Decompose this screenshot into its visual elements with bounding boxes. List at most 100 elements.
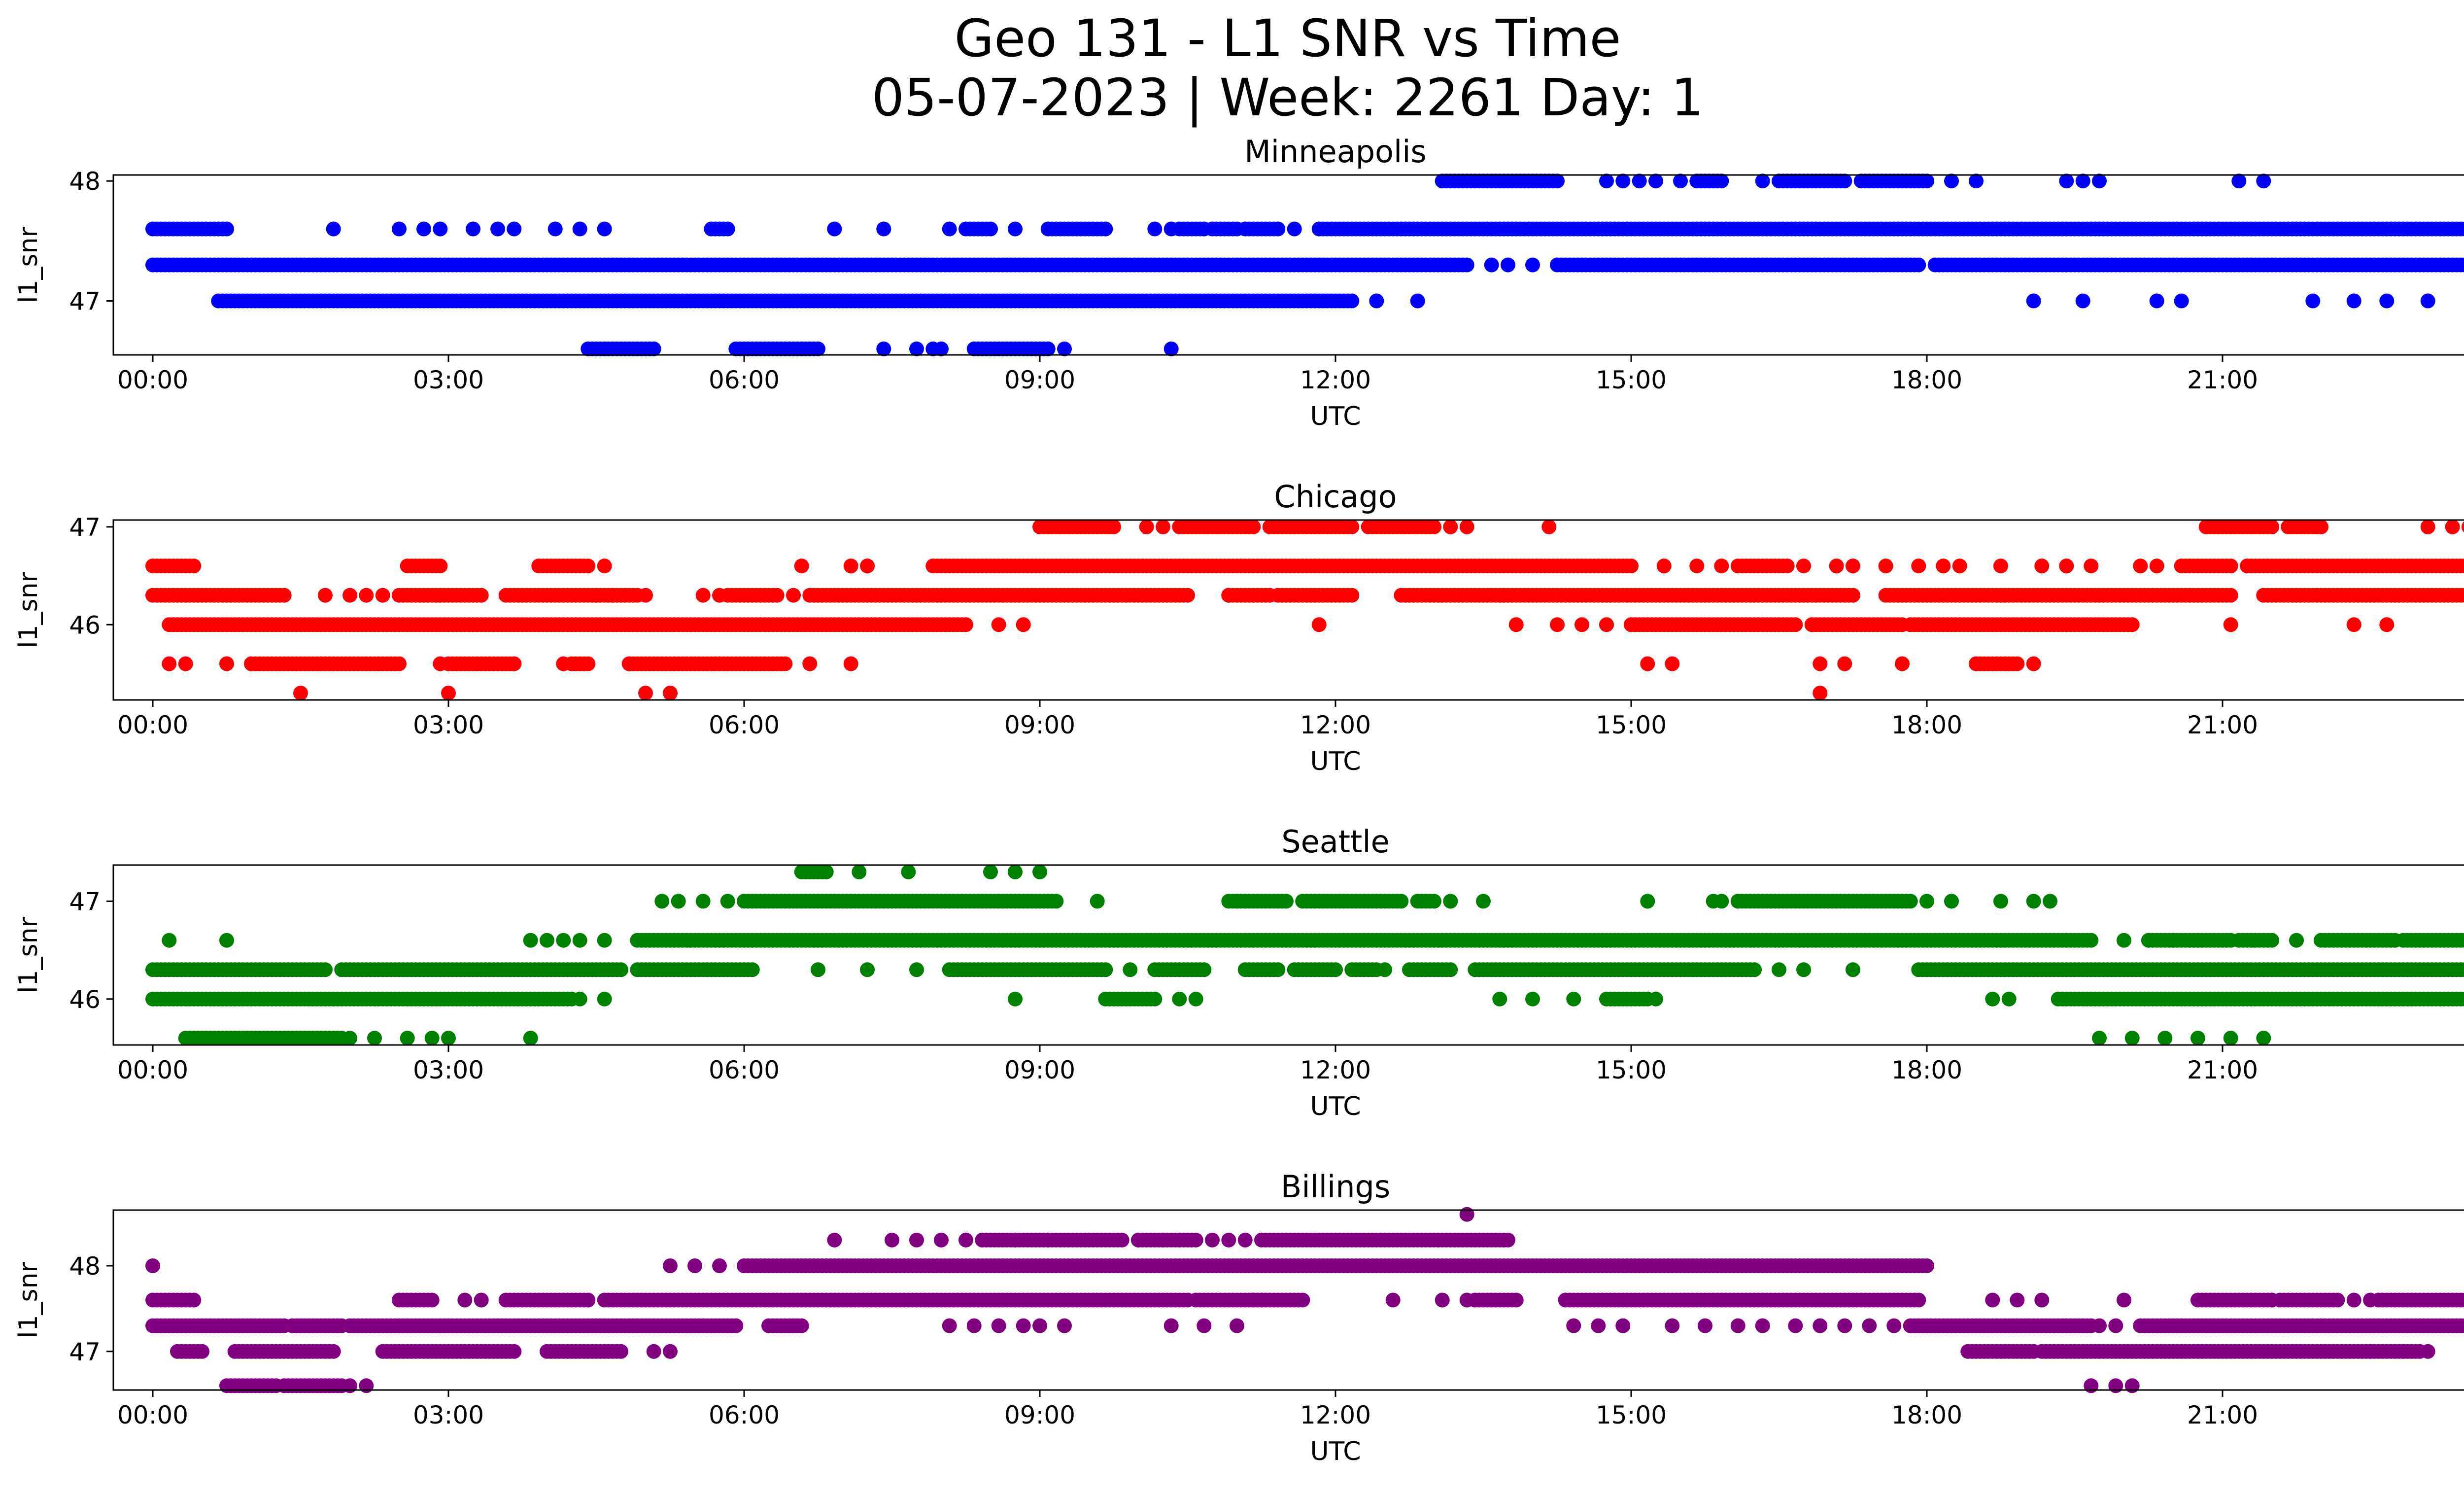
data-point bbox=[2457, 991, 2464, 1007]
data-point bbox=[597, 221, 612, 237]
subplot-title: Seattle bbox=[1281, 824, 1389, 860]
data-point bbox=[1837, 174, 1852, 189]
data-point bbox=[2462, 964, 2464, 975]
data-point bbox=[1188, 1232, 1203, 1248]
data-point bbox=[1032, 864, 1047, 879]
data-point bbox=[1123, 962, 1138, 977]
data-point bbox=[1878, 558, 1893, 574]
data-point bbox=[1796, 962, 1811, 977]
data-point bbox=[1049, 894, 1064, 909]
data-point bbox=[1230, 894, 1244, 909]
data-point bbox=[1615, 174, 1631, 189]
data-point bbox=[958, 617, 973, 632]
data-point bbox=[2264, 519, 2279, 534]
data-point bbox=[983, 221, 998, 237]
data-point bbox=[1008, 1232, 1023, 1248]
data-point bbox=[2149, 558, 2164, 574]
data-point bbox=[1344, 293, 1360, 309]
data-point bbox=[597, 558, 612, 574]
x-tick-label: 06:00 bbox=[709, 1056, 780, 1084]
data-point bbox=[1772, 962, 1786, 977]
data-point bbox=[852, 864, 867, 879]
data-point bbox=[1344, 519, 1360, 534]
data-point bbox=[2124, 617, 2140, 632]
data-point bbox=[827, 1232, 842, 1248]
data-point bbox=[162, 933, 177, 948]
x-tick-label: 12:00 bbox=[1300, 1056, 1371, 1084]
y-tick-label: 46 bbox=[69, 985, 101, 1014]
data-point bbox=[885, 1232, 899, 1248]
data-point bbox=[2059, 558, 2074, 574]
data-point bbox=[2157, 1031, 2173, 1046]
data-point bbox=[1656, 558, 1672, 574]
x-tick-label: 15:00 bbox=[1596, 366, 1667, 394]
y-tick-label: 47 bbox=[69, 287, 101, 316]
data-point bbox=[778, 656, 793, 671]
x-tick-label: 09:00 bbox=[1004, 366, 1075, 394]
data-point bbox=[424, 1292, 440, 1308]
data-point bbox=[614, 962, 628, 977]
data-point bbox=[1172, 1232, 1187, 1248]
data-point bbox=[2445, 519, 2460, 534]
data-point bbox=[2256, 1031, 2271, 1046]
data-point bbox=[1599, 174, 1614, 189]
data-point bbox=[441, 1031, 456, 1046]
data-point bbox=[466, 221, 480, 237]
data-point bbox=[507, 221, 522, 237]
x-tick-label: 00:00 bbox=[117, 1056, 188, 1084]
data-point bbox=[400, 1031, 415, 1046]
data-point bbox=[1508, 617, 1524, 632]
data-point bbox=[2075, 174, 2090, 189]
data-point bbox=[2124, 1031, 2140, 1046]
data-point bbox=[2462, 590, 2464, 601]
data-point bbox=[375, 588, 390, 603]
data-point bbox=[2420, 519, 2435, 534]
data-point bbox=[1944, 894, 1959, 909]
data-point bbox=[1180, 588, 1195, 603]
data-point bbox=[359, 588, 374, 603]
plot-frame bbox=[112, 864, 2464, 1046]
data-point bbox=[991, 617, 1006, 632]
data-point bbox=[2084, 558, 2099, 574]
data-point bbox=[2010, 656, 2025, 671]
data-point bbox=[605, 588, 620, 603]
data-point bbox=[2289, 933, 2304, 948]
data-point bbox=[2075, 293, 2090, 309]
data-point bbox=[1443, 962, 1458, 977]
data-point bbox=[1221, 588, 1236, 603]
data-point bbox=[276, 588, 292, 603]
data-point bbox=[2059, 174, 2074, 189]
x-tick-label: 03:00 bbox=[413, 711, 484, 739]
subplot-title: Billings bbox=[1281, 1169, 1390, 1205]
x-axis-label: UTC bbox=[1310, 1092, 1361, 1121]
data-point bbox=[794, 558, 809, 574]
data-point bbox=[843, 558, 858, 574]
data-point bbox=[1246, 519, 1261, 534]
data-point bbox=[1410, 293, 1425, 309]
data-point bbox=[507, 656, 522, 671]
data-point bbox=[1188, 991, 1203, 1007]
data-point bbox=[1985, 991, 2000, 1007]
data-point bbox=[416, 221, 431, 237]
data-point bbox=[1197, 962, 1212, 977]
x-tick-label: 15:00 bbox=[1596, 711, 1667, 739]
data-point bbox=[2264, 933, 2279, 948]
x-tick-label: 09:00 bbox=[1004, 711, 1075, 739]
x-tick-label: 03:00 bbox=[413, 1056, 484, 1084]
data-point bbox=[572, 991, 587, 1007]
data-point bbox=[1443, 519, 1458, 534]
data-point bbox=[671, 894, 686, 909]
data-point bbox=[572, 933, 587, 948]
data-point bbox=[2462, 560, 2464, 572]
data-point bbox=[219, 656, 234, 671]
data-point bbox=[556, 933, 571, 948]
data-point bbox=[2330, 1292, 2345, 1308]
data-point bbox=[2462, 259, 2464, 271]
data-point bbox=[1911, 1292, 1926, 1308]
data-point bbox=[860, 962, 875, 977]
data-point bbox=[2457, 558, 2464, 574]
data-point bbox=[2223, 558, 2238, 574]
data-point bbox=[490, 221, 505, 237]
x-tick-label: 18:00 bbox=[1891, 1056, 1962, 1084]
data-point bbox=[2166, 933, 2181, 948]
